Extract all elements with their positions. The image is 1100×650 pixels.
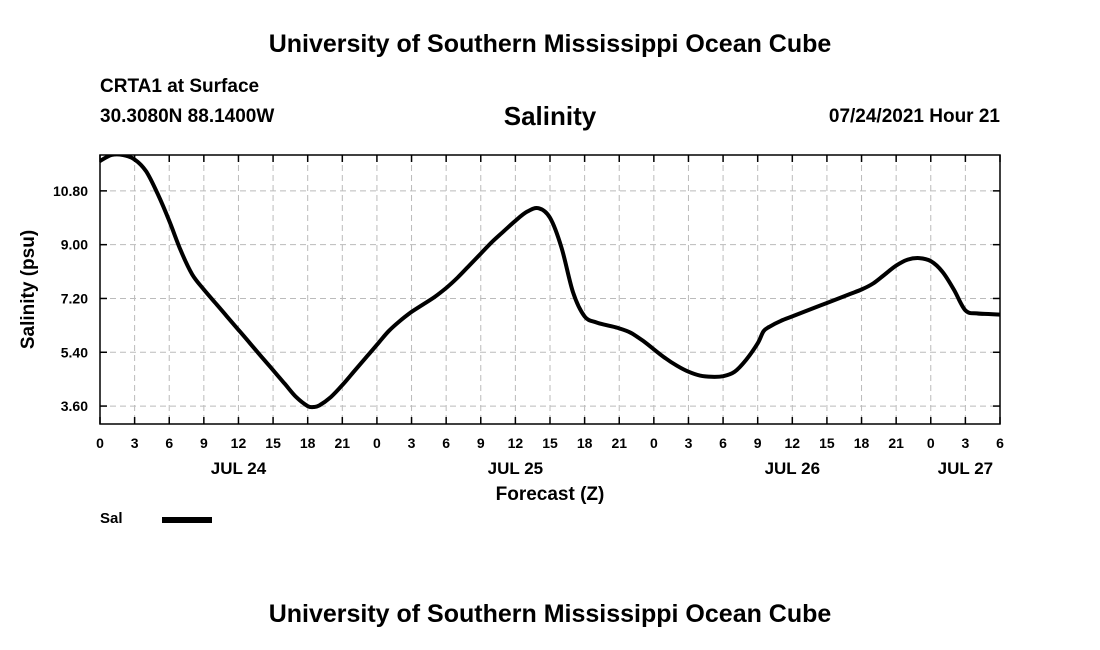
- y-tick-label: 10.80: [53, 183, 88, 199]
- x-tick-label: 15: [542, 435, 558, 451]
- y-axis-label: Salinity (psu): [18, 230, 39, 349]
- station-label: CRTA1 at Surface: [100, 76, 260, 97]
- y-tick-label: 3.60: [61, 398, 88, 414]
- x-tick-label: 12: [508, 435, 524, 451]
- run-time-label: 07/24/2021 Hour 21: [828, 106, 1000, 127]
- date-label: JUL 26: [765, 459, 820, 478]
- x-tick-label: 9: [477, 435, 485, 451]
- x-tick-label: 6: [996, 435, 1004, 451]
- x-tick-label: 0: [373, 435, 381, 451]
- x-tick-label: 3: [961, 435, 969, 451]
- x-tick-label: 6: [719, 435, 727, 451]
- bottom-title: University of Southern Mississippi Ocean…: [268, 600, 832, 628]
- x-tick-label: 9: [200, 435, 208, 451]
- plot-frame: [99, 154, 1001, 425]
- x-tick-label: 18: [577, 435, 593, 451]
- date-label: JUL 25: [488, 459, 543, 478]
- x-tick-label: 6: [165, 435, 173, 451]
- x-tick-label: 3: [685, 435, 693, 451]
- coordinates-label: 30.3080N 88.1400W: [100, 106, 275, 127]
- y-tick-label: 5.40: [61, 344, 88, 360]
- salinity-series-line: [100, 155, 1000, 410]
- legend-line-swatch: [162, 517, 212, 523]
- top-title: University of Southern Mississippi Ocean…: [268, 30, 832, 58]
- x-tick-label: 12: [785, 435, 801, 451]
- y-tick-label: 7.20: [61, 290, 88, 306]
- x-tick-label: 18: [854, 435, 870, 451]
- y-tick-label: 9.00: [61, 237, 88, 253]
- x-tick-label: 21: [888, 435, 904, 451]
- x-tick-label: 21: [335, 435, 351, 451]
- x-tick-label: 0: [96, 435, 104, 451]
- x-tick-label: 3: [408, 435, 416, 451]
- x-tick-label: 0: [650, 435, 658, 451]
- date-label: JUL 27: [938, 459, 993, 478]
- x-tick-label: 21: [611, 435, 627, 451]
- x-tick-label: 15: [265, 435, 281, 451]
- x-tick-label: 3: [131, 435, 139, 451]
- x-axis-label: Forecast (Z): [496, 484, 605, 505]
- x-tick-label: 18: [300, 435, 316, 451]
- x-tick-label: 0: [927, 435, 935, 451]
- x-tick-label: 12: [231, 435, 247, 451]
- tick-labels: 0 3 6 9 12 15 18 21 0 3 6 9 12 15 18 21 0 3 6 9 12 15 18 21 0 3 6 3…: [53, 183, 1004, 478]
- x-tick-label: 15: [819, 435, 835, 451]
- date-label: JUL 24: [211, 459, 267, 478]
- legend-label: Sal: [100, 510, 123, 527]
- chart-title: Salinity: [503, 101, 597, 131]
- x-tick-label: 9: [754, 435, 762, 451]
- x-tick-label: 6: [442, 435, 450, 451]
